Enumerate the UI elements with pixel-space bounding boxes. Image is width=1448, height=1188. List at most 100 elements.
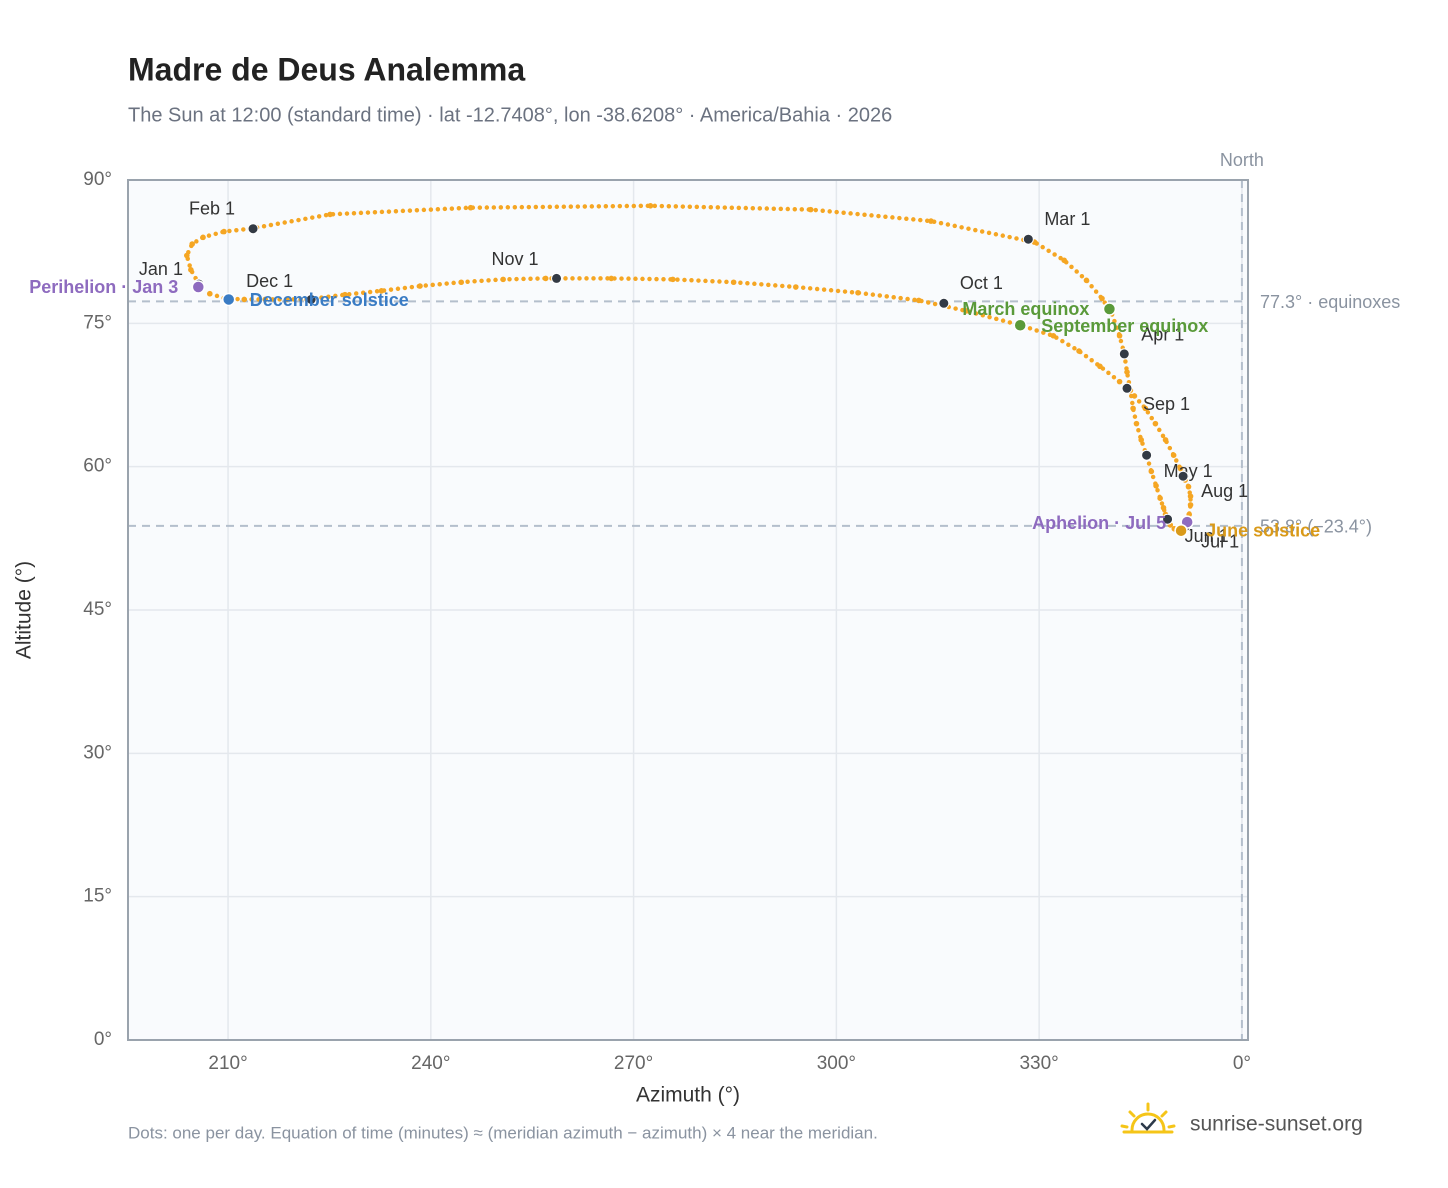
- reference-label: 77.3° · equinoxes: [1260, 292, 1400, 312]
- month-label: Jun 1: [1185, 526, 1229, 546]
- event-label: March equinox: [962, 299, 1089, 319]
- daily-dot: [1157, 495, 1163, 502]
- month-marker: [1162, 513, 1174, 525]
- y-tick-label: 60°: [83, 456, 112, 477]
- daily-dot: [262, 296, 269, 303]
- x-tick-label: 210°: [208, 1053, 247, 1074]
- event-label: Aphelion · Jul 5: [1032, 513, 1166, 533]
- month-marker: [1118, 348, 1130, 360]
- chart-subtitle: The Sun at 12:00 (standard time) · lat -…: [128, 104, 892, 126]
- y-tick-label: 45°: [83, 599, 112, 620]
- daily-dot: [1050, 332, 1057, 339]
- month-label: Dec 1: [246, 271, 293, 291]
- daily-dot: [467, 204, 474, 211]
- x-tick-label: 270°: [614, 1053, 653, 1074]
- daily-dot: [1162, 437, 1169, 443]
- daily-dot: [1099, 295, 1105, 302]
- daily-dot: [284, 296, 290, 303]
- daily-dot: [184, 252, 190, 259]
- daily-dot: [1138, 437, 1145, 443]
- daily-dot: [807, 206, 814, 213]
- daily-dot: [1142, 405, 1149, 412]
- month-marker: [1177, 470, 1189, 482]
- month-marker: [247, 223, 259, 235]
- daily-dot: [1170, 452, 1177, 459]
- daily-dot: [1185, 483, 1192, 490]
- daily-dot: [1187, 493, 1194, 500]
- daily-dot: [542, 275, 549, 282]
- y-axis-label: Altitude (°): [13, 561, 36, 659]
- y-tick-label: 90°: [83, 169, 112, 190]
- daily-dot: [1116, 332, 1123, 339]
- daily-dot: [1177, 465, 1184, 472]
- month-marker: [938, 297, 950, 309]
- daily-dot: [855, 289, 861, 296]
- daily-dot: [417, 283, 423, 289]
- daily-dot: [1061, 257, 1067, 264]
- month-label: Apr 1: [1141, 325, 1184, 345]
- month-label: Nov 1: [492, 249, 539, 269]
- x-axis-label: Azimuth (°): [636, 1084, 740, 1107]
- daily-dot: [928, 218, 934, 224]
- brand-logo: [1120, 1102, 1176, 1134]
- month-label: Sep 1: [1143, 394, 1190, 414]
- month-marker: [551, 272, 563, 284]
- daily-dot: [1124, 369, 1130, 375]
- footnote: Dots: one per day. Equation of time (min…: [128, 1123, 878, 1142]
- daily-dot: [1160, 504, 1167, 511]
- daily-dot: [206, 290, 213, 297]
- y-tick-label: 75°: [83, 312, 112, 333]
- event-marker: [191, 280, 206, 294]
- y-tick-label: 15°: [83, 886, 112, 907]
- daily-dot: [669, 276, 676, 283]
- month-label: Jul 1: [1201, 532, 1239, 552]
- daily-dot: [608, 275, 615, 282]
- daily-dot: [647, 203, 654, 209]
- month-marker: [1121, 382, 1133, 394]
- event-marker: [1013, 318, 1027, 332]
- brand-name: sunrise-sunset.org: [1190, 1113, 1363, 1136]
- daily-dot: [963, 308, 969, 314]
- daily-dot: [458, 279, 465, 286]
- x-tick-label: 330°: [1019, 1053, 1058, 1074]
- daily-dot: [1148, 468, 1155, 475]
- month-label: Mar 1: [1044, 209, 1090, 229]
- daily-dot: [1076, 348, 1082, 354]
- event-label: June solstice: [1206, 520, 1320, 540]
- event-marker: [221, 292, 236, 307]
- x-tick-label: 300°: [817, 1053, 856, 1074]
- event-label: September equinox: [1041, 316, 1208, 336]
- month-label: Feb 1: [189, 198, 235, 218]
- daily-dot: [916, 297, 922, 304]
- event-label: December solstice: [250, 290, 409, 310]
- plot-frame: [127, 179, 1249, 1041]
- daily-dot: [1097, 363, 1103, 370]
- north-label: North: [1220, 150, 1264, 170]
- event-marker: [1174, 523, 1188, 538]
- daily-dot: [241, 296, 248, 303]
- daily-dot: [327, 211, 333, 218]
- month-label: Oct 1: [960, 273, 1003, 293]
- x-tick-label: 240°: [411, 1053, 450, 1074]
- daily-dot: [189, 241, 196, 247]
- month-label: May 1: [1164, 461, 1213, 481]
- daily-dot: [1152, 420, 1159, 427]
- daily-dot: [793, 284, 799, 290]
- reference-label: 53.8° (−23.4°): [1260, 517, 1372, 537]
- event-marker: [1102, 302, 1117, 316]
- month-marker: [1022, 233, 1034, 245]
- daily-dot: [1133, 420, 1140, 427]
- daily-dot: [200, 234, 206, 241]
- daily-dot: [342, 291, 348, 298]
- daily-dot: [1153, 482, 1159, 489]
- month-label: Jan 1: [139, 259, 183, 279]
- daily-dot: [1130, 405, 1136, 412]
- daily-dot: [1116, 378, 1123, 385]
- event-label: Perihelion · Jan 3: [29, 277, 178, 297]
- daily-dot: [1083, 277, 1090, 284]
- daily-dot: [1187, 502, 1194, 508]
- month-label: Aug 1: [1201, 481, 1248, 501]
- daily-dot: [378, 288, 385, 294]
- daily-dot: [1131, 393, 1138, 399]
